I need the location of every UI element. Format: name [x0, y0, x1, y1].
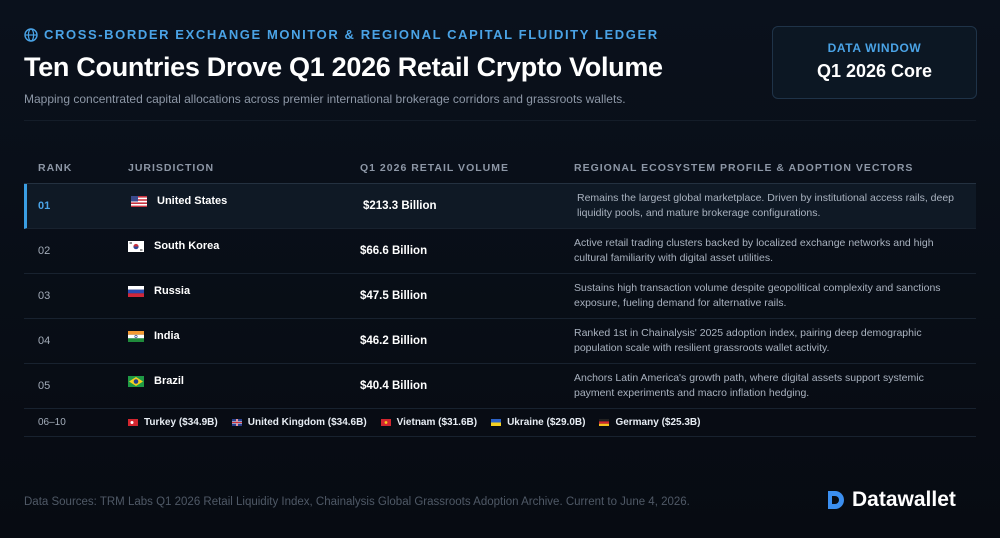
- column-header: JURISDICTION: [128, 161, 215, 174]
- table: RANK JURISDICTION Q1 2026 RETAIL VOLUME …: [24, 152, 976, 437]
- jurisdiction: South Korea: [114, 240, 346, 252]
- profile: Sustains high transaction volume despite…: [574, 281, 941, 310]
- jurisdiction: India: [114, 330, 346, 342]
- rank: 01: [38, 200, 51, 212]
- other-text: Ukraine ($29.0B): [507, 417, 586, 428]
- flag: [128, 419, 138, 426]
- column-header: Q1 2026 RETAIL VOLUME: [360, 161, 509, 174]
- country: South Korea: [154, 240, 220, 252]
- rank: 04: [38, 335, 51, 347]
- badge-value: Q1 2026 Core: [816, 61, 933, 81]
- sources: Data Sources: TRM Labs Q1 2026 Retail Li…: [24, 496, 690, 508]
- rank: 06–10: [38, 417, 66, 428]
- flag: [599, 419, 610, 426]
- rank: 05: [38, 380, 51, 392]
- profile: Anchors Latin America's growth path, whe…: [574, 371, 924, 400]
- column-header: REGIONAL ECOSYSTEM PROFILE & ADOPTION VE…: [574, 161, 914, 174]
- kicker-text: CROSS-BORDER EXCHANGE MONITOR & REGIONAL…: [44, 27, 659, 42]
- jurisdiction: United States: [117, 195, 349, 207]
- volume: $66.6 Billion: [360, 245, 428, 257]
- country: United States: [157, 195, 228, 207]
- volume: $46.2 Billion: [360, 335, 428, 347]
- jurisdiction: Brazil: [114, 375, 346, 387]
- subtitle: Mapping concentrated capital allocations…: [24, 92, 626, 106]
- table-row: 01 United States $213.3 Billion Remains …: [24, 184, 976, 229]
- flag: [231, 419, 242, 426]
- table-row: 03 Russia $47.5 Billion Sustains high tr…: [24, 274, 976, 319]
- country: India: [154, 330, 180, 342]
- other-country: Germany ($25.3B): [599, 417, 700, 428]
- rank: 03: [38, 290, 51, 302]
- flag: [131, 195, 147, 207]
- flag: [128, 330, 144, 342]
- country: Russia: [154, 285, 191, 297]
- flag: [128, 375, 144, 387]
- volume: $47.5 Billion: [360, 290, 428, 302]
- profile: Active retail trading clusters backed by…: [574, 236, 934, 265]
- volume: $40.4 Billion: [360, 380, 428, 392]
- profile: Ranked 1st in Chainalysis' 2025 adoption…: [574, 326, 922, 355]
- table-header: RANK JURISDICTION Q1 2026 RETAIL VOLUME …: [24, 152, 976, 184]
- flag: [128, 285, 144, 297]
- title: Ten Countries Drove Q1 2026 Retail Crypt…: [24, 52, 663, 82]
- flag: [491, 419, 502, 426]
- other-country: Vietnam ($31.6B): [380, 417, 478, 428]
- brand-logo: [828, 491, 844, 509]
- jurisdiction: Russia: [114, 285, 346, 297]
- data-window-badge: DATA WINDOW Q1 2026 Core: [772, 26, 977, 99]
- other-country: United Kingdom ($34.6B): [231, 417, 367, 428]
- other-text: Germany ($25.3B): [615, 417, 701, 428]
- profile: Remains the largest global marketplace. …: [577, 191, 955, 220]
- kicker: CROSS-BORDER EXCHANGE MONITOR & REGIONAL…: [24, 27, 659, 42]
- other-text: United Kingdom ($34.6B): [247, 417, 367, 428]
- flag: [380, 419, 391, 426]
- others-row: 06–10 Turkey ($34.9B) United Kingdom ($3…: [24, 409, 976, 437]
- brand: Datawallet: [826, 488, 956, 512]
- brand-name: Datawallet: [852, 488, 956, 511]
- country: Brazil: [154, 375, 184, 387]
- divider: [24, 120, 976, 121]
- rank: 02: [38, 245, 51, 257]
- table-row: 04 India $46.2 Billion Ranked 1st in Cha…: [24, 319, 976, 364]
- volume: $213.3 Billion: [363, 200, 437, 212]
- table-row: 05 Brazil $40.4 Billion Anchors Latin Am…: [24, 364, 976, 409]
- other-country: Ukraine ($29.0B): [491, 417, 585, 428]
- globe-icon: [24, 27, 38, 42]
- other-text: Turkey ($34.9B): [144, 417, 218, 428]
- table-row: 02 South Korea $66.6 Billion Active reta…: [24, 229, 976, 274]
- badge-label: DATA WINDOW: [827, 41, 922, 55]
- column-header: RANK: [38, 161, 73, 174]
- flag: [128, 240, 144, 252]
- others-list: Turkey ($34.9B) United Kingdom ($34.6B) …: [114, 417, 976, 428]
- other-text: Vietnam ($31.6B): [396, 417, 478, 428]
- other-country: Turkey ($34.9B): [128, 417, 218, 428]
